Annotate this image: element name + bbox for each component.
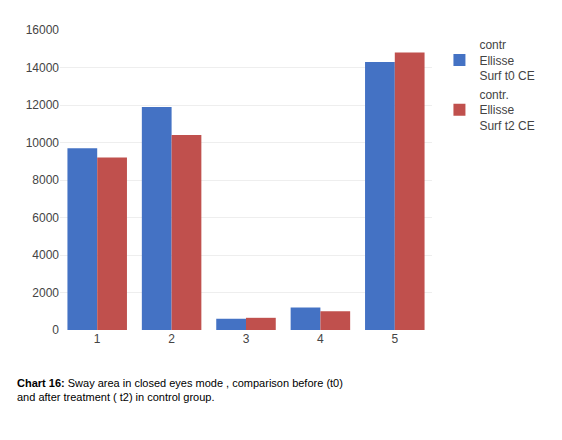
svg-text:12000: 12000 xyxy=(26,98,60,112)
svg-text:contrEllisseSurf t0 CE: contrEllisseSurf t0 CE xyxy=(479,38,534,83)
svg-text:14000: 14000 xyxy=(26,61,60,75)
svg-text:10000: 10000 xyxy=(26,136,60,150)
svg-text:8000: 8000 xyxy=(32,173,59,187)
svg-text:Chart 16: Sway area in closed: Chart 16: Sway area in closed eyes mode … xyxy=(17,377,343,403)
svg-text:2000: 2000 xyxy=(32,286,59,300)
svg-text:5: 5 xyxy=(391,332,398,346)
svg-text:16000: 16000 xyxy=(26,23,60,37)
svg-text:4000: 4000 xyxy=(32,248,59,262)
svg-text:6000: 6000 xyxy=(32,211,59,225)
svg-text:1: 1 xyxy=(94,332,101,346)
svg-text:0: 0 xyxy=(52,323,59,337)
svg-text:3: 3 xyxy=(243,332,250,346)
svg-text:4: 4 xyxy=(317,332,324,346)
svg-text:2: 2 xyxy=(168,332,175,346)
svg-text:contr.EllisseSurf t2 CE: contr.EllisseSurf t2 CE xyxy=(479,88,534,133)
